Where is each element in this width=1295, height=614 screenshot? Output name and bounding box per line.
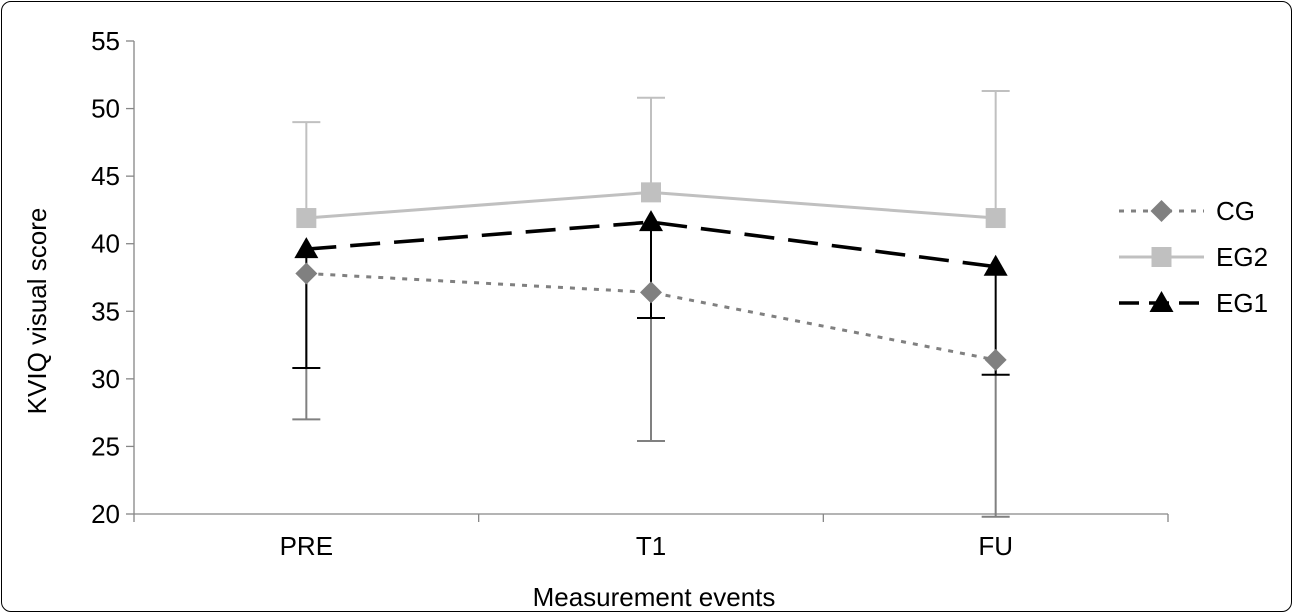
series-line-eg1 [306, 220, 996, 269]
data-point-cg [984, 348, 1007, 371]
y-tick-label: 35 [91, 296, 120, 326]
legend-item-eg2: EG2 [1119, 242, 1268, 272]
series-line-cg [306, 271, 996, 362]
y-tick-label: 55 [91, 26, 120, 56]
data-point-eg1 [639, 210, 663, 232]
x-tick-label: PRE [280, 531, 333, 561]
x-tick-labels: PRE T1 FU [280, 531, 1013, 561]
legend-swatch-marker [1151, 247, 1172, 267]
x-tick-label: T1 [636, 531, 666, 561]
legend-item-cg: CG [1119, 196, 1255, 226]
legend-label: EG1 [1216, 288, 1268, 318]
x-axis-title: Measurement events [533, 582, 776, 612]
data-point-eg2 [985, 208, 1006, 229]
data-point-eg1 [983, 254, 1008, 276]
data-point-eg2 [296, 208, 317, 229]
legend-label: CG [1216, 196, 1255, 226]
y-tick-label: 25 [91, 431, 120, 461]
legend-swatch-marker [1150, 200, 1173, 222]
data-point-eg2 [641, 182, 661, 203]
y-tick-label: 40 [91, 229, 120, 259]
y-tick-labels: 20 25 30 35 40 45 50 55 [91, 26, 120, 529]
series-markers [294, 182, 1008, 371]
y-tick-label: 45 [91, 161, 120, 191]
legend-item-eg1: EG1 [1119, 288, 1268, 318]
y-tick-label: 30 [91, 364, 120, 394]
legend: CG EG2 EG1 [1119, 196, 1268, 318]
x-tick-label: FU [978, 531, 1013, 561]
axes [126, 40, 1169, 522]
data-point-cg [295, 262, 318, 285]
data-point-cg [640, 281, 662, 304]
y-axis-title: KVIQ visual score [22, 208, 52, 415]
error-bars [292, 90, 1010, 518]
legend-label: EG2 [1216, 242, 1268, 272]
data-point-eg1 [294, 237, 319, 259]
y-tick-label: 20 [91, 499, 120, 529]
legend-swatch-marker [1149, 291, 1174, 312]
y-tick-label: 50 [91, 94, 120, 124]
